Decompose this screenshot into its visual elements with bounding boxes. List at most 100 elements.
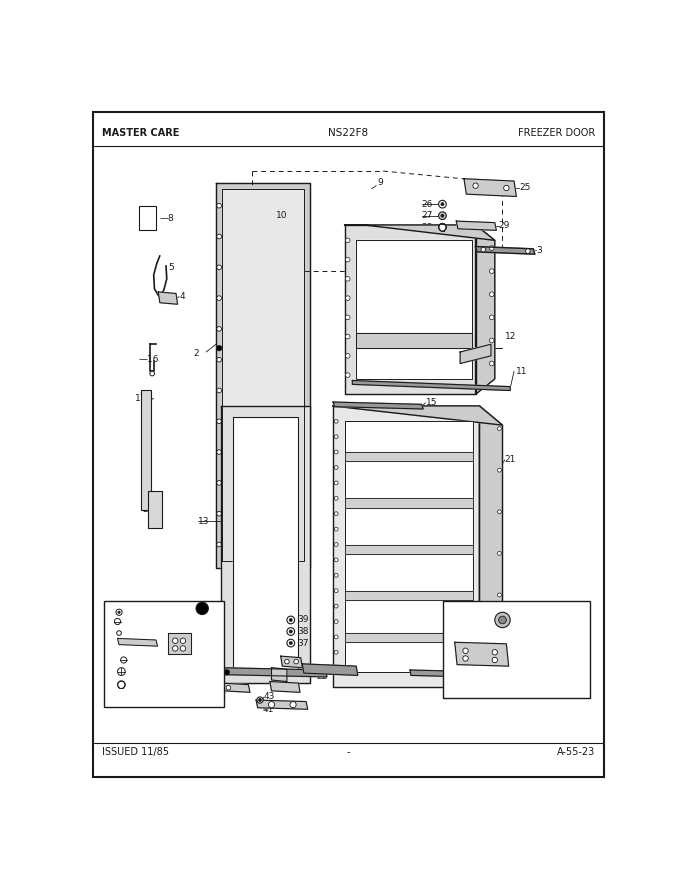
Text: 22: 22 (316, 672, 327, 681)
Circle shape (290, 701, 296, 708)
Text: -: - (347, 747, 350, 758)
Polygon shape (303, 664, 358, 676)
Text: 42: 42 (216, 691, 227, 700)
Circle shape (217, 203, 222, 208)
Text: 36: 36 (279, 649, 291, 658)
Polygon shape (345, 545, 473, 554)
Text: 2: 2 (193, 349, 199, 358)
Polygon shape (345, 633, 473, 642)
Circle shape (217, 511, 222, 516)
Circle shape (116, 609, 122, 615)
Circle shape (217, 542, 222, 546)
Circle shape (217, 388, 222, 392)
Circle shape (217, 296, 222, 300)
Text: 43: 43 (264, 693, 275, 701)
Text: 9: 9 (378, 178, 384, 187)
Polygon shape (464, 658, 500, 669)
Circle shape (345, 315, 350, 319)
Text: 31: 31 (160, 639, 169, 648)
Circle shape (269, 701, 275, 708)
Circle shape (335, 512, 338, 516)
Circle shape (490, 269, 494, 274)
Circle shape (498, 427, 501, 430)
Circle shape (217, 450, 222, 454)
Text: —8: —8 (160, 215, 175, 224)
Circle shape (173, 646, 178, 651)
Circle shape (473, 183, 478, 188)
Text: 33: 33 (129, 656, 139, 664)
Text: 17: 17 (135, 393, 147, 403)
Text: 18: 18 (449, 620, 460, 629)
Circle shape (335, 605, 338, 608)
Circle shape (345, 354, 350, 358)
Circle shape (335, 420, 338, 423)
Circle shape (345, 257, 350, 262)
Polygon shape (456, 221, 496, 231)
Polygon shape (410, 670, 501, 678)
Text: 4: 4 (179, 292, 185, 301)
Circle shape (216, 346, 222, 351)
Circle shape (257, 697, 263, 703)
Polygon shape (356, 333, 472, 348)
Circle shape (287, 616, 294, 624)
Circle shape (335, 451, 338, 454)
Circle shape (217, 357, 222, 362)
Circle shape (441, 202, 444, 206)
Circle shape (490, 315, 494, 319)
Text: 40: 40 (275, 683, 286, 693)
Circle shape (345, 296, 350, 300)
Polygon shape (345, 590, 473, 600)
Circle shape (180, 646, 186, 651)
Circle shape (504, 186, 509, 191)
Polygon shape (256, 700, 307, 709)
Circle shape (335, 650, 338, 654)
Circle shape (526, 249, 530, 253)
Circle shape (498, 510, 501, 514)
Bar (443, 602, 590, 698)
Text: MASTER CARE: MASTER CARE (102, 128, 180, 138)
Circle shape (439, 201, 446, 208)
Polygon shape (270, 682, 300, 693)
Circle shape (492, 657, 498, 663)
Circle shape (217, 419, 222, 423)
Circle shape (180, 638, 186, 643)
Polygon shape (118, 639, 158, 646)
Circle shape (490, 338, 494, 342)
Circle shape (289, 630, 292, 633)
Text: 39: 39 (297, 615, 309, 625)
Polygon shape (345, 452, 473, 461)
Text: —33: —33 (125, 617, 143, 626)
Circle shape (118, 668, 125, 676)
Circle shape (439, 224, 446, 231)
Text: 27: 27 (422, 211, 433, 220)
Circle shape (345, 334, 350, 339)
Bar (148, 491, 162, 527)
Circle shape (335, 558, 338, 561)
Text: 25: 25 (520, 184, 531, 193)
Circle shape (463, 656, 469, 661)
Circle shape (335, 543, 338, 546)
Circle shape (492, 649, 498, 655)
Circle shape (226, 686, 231, 690)
Polygon shape (464, 179, 516, 196)
Text: 26: 26 (422, 200, 433, 209)
Circle shape (217, 326, 222, 331)
Polygon shape (222, 668, 327, 677)
Polygon shape (345, 498, 473, 508)
Polygon shape (233, 417, 299, 671)
Circle shape (498, 593, 501, 597)
Circle shape (439, 212, 446, 219)
Text: —34: —34 (126, 608, 144, 617)
Circle shape (224, 670, 230, 675)
Circle shape (335, 620, 338, 623)
Text: 37: 37 (297, 639, 309, 648)
Circle shape (345, 373, 350, 378)
Bar (105, 601, 224, 707)
Circle shape (498, 616, 507, 624)
Text: 29: 29 (498, 221, 510, 231)
Polygon shape (333, 406, 479, 687)
Circle shape (258, 699, 262, 701)
Polygon shape (222, 188, 304, 561)
Polygon shape (475, 246, 535, 254)
Text: 12: 12 (505, 332, 516, 341)
